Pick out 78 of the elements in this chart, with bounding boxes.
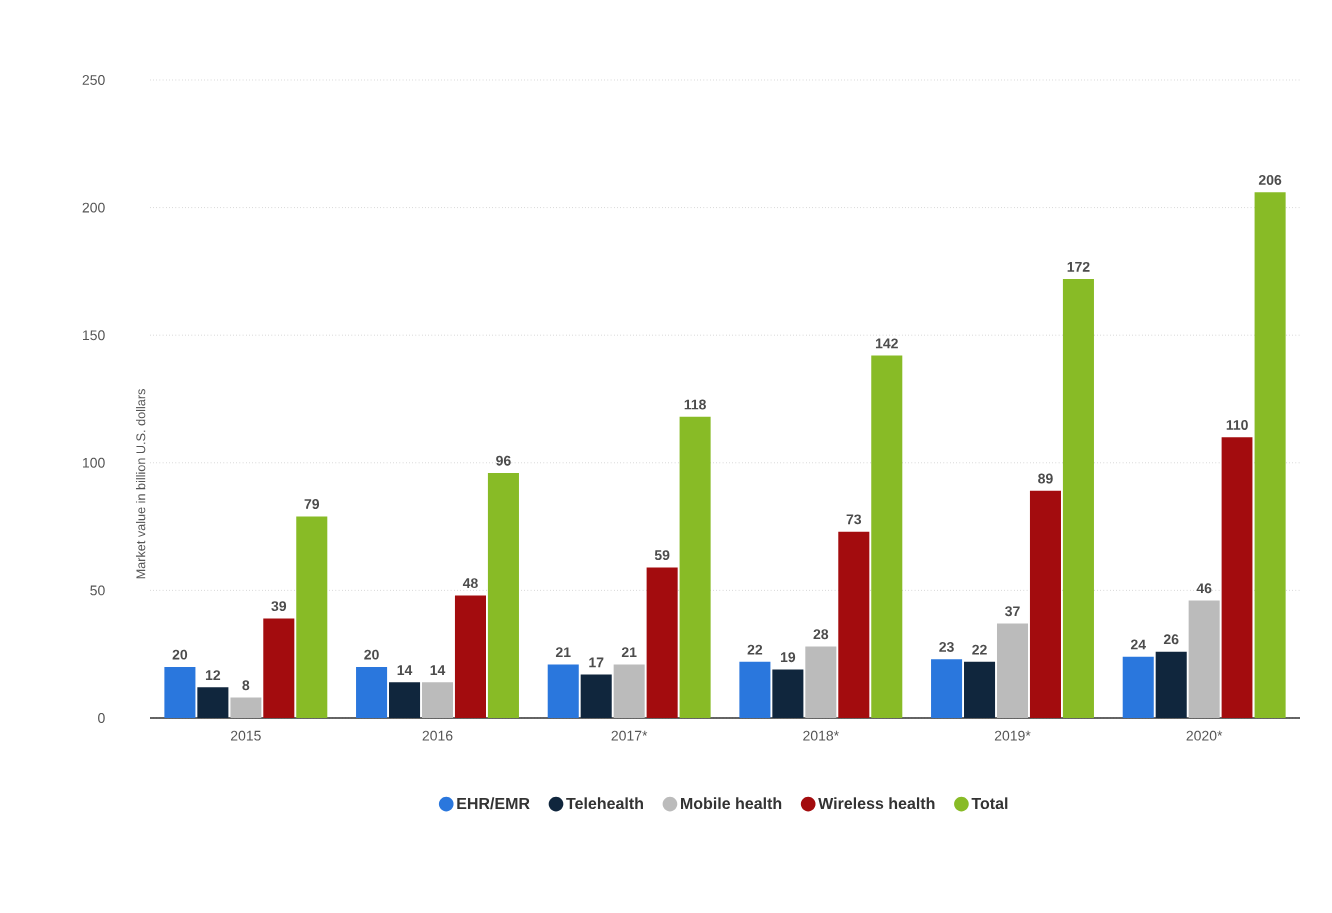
bar: [805, 646, 837, 718]
data-label: 19: [780, 652, 796, 663]
data-label: 26: [1163, 634, 1179, 645]
data-label: 59: [654, 550, 670, 561]
data-label: 12: [205, 670, 221, 680]
data-label: 17: [589, 657, 604, 668]
data-label: 39: [271, 601, 287, 612]
y-tick-label: 100: [83, 457, 105, 468]
legend-label: EHR/EMR: [457, 797, 530, 810]
bar: [580, 674, 612, 718]
bar: [838, 531, 870, 718]
legend-label: Telehealth: [566, 797, 643, 810]
bar: [1062, 279, 1094, 718]
bar: [679, 416, 711, 718]
data-label: 73: [846, 514, 862, 525]
data-label: 21: [555, 647, 571, 658]
data-label: 79: [304, 499, 320, 510]
x-tick-label: 2017*: [611, 730, 648, 741]
bar: [931, 659, 963, 718]
bar: [296, 516, 328, 718]
x-tick-label: 2015: [230, 730, 261, 741]
bar: [197, 687, 229, 718]
data-label: 46: [1196, 583, 1212, 594]
bar: [739, 661, 771, 718]
data-label: 14: [430, 665, 446, 675]
x-tick-label: 2016: [422, 730, 453, 741]
data-label: 8: [242, 680, 250, 691]
data-label: 142: [875, 338, 898, 349]
bar: [356, 666, 388, 718]
data-label: 22: [972, 644, 987, 655]
data-label: 23: [939, 641, 954, 652]
bar: [1188, 600, 1220, 718]
data-label: 37: [1005, 606, 1020, 617]
bar: [1254, 192, 1286, 718]
data-label: 48: [462, 578, 478, 589]
bar: [263, 618, 295, 718]
data-label: 14: [397, 665, 413, 675]
bar: [613, 664, 645, 718]
bar: [1221, 437, 1253, 718]
y-tick-label: 50: [90, 585, 105, 596]
data-label: 172: [1067, 261, 1090, 272]
bar: [646, 567, 678, 718]
x-tick-label: 2020*: [1186, 730, 1223, 741]
bar: [230, 697, 262, 718]
y-tick-label: 200: [82, 202, 105, 213]
y-tick-label: 0: [98, 713, 105, 723]
y-tick-label: 250: [82, 75, 105, 85]
legend-label: Wireless health: [818, 797, 935, 810]
data-label: 20: [364, 649, 379, 660]
bar: [421, 682, 454, 718]
data-label: 20: [172, 649, 188, 660]
bar: [547, 664, 579, 718]
bar: [389, 682, 421, 718]
y-axis-title: Market value in billion U.S. dollars: [135, 389, 146, 579]
bar: [772, 669, 804, 718]
x-tick-label: 2018*: [803, 730, 839, 741]
data-label: 110: [1226, 419, 1248, 430]
y-tick-label: 150: [83, 330, 105, 341]
legend-label: Total: [971, 797, 1008, 810]
data-label: 89: [1038, 473, 1053, 484]
bar: [1122, 656, 1154, 718]
bar: [996, 623, 1029, 718]
bar: [1029, 490, 1061, 718]
bar: [164, 666, 196, 718]
data-label: 206: [1258, 175, 1282, 185]
data-label: 118: [684, 399, 706, 410]
data-label: 21: [621, 647, 637, 658]
data-label: 28: [813, 629, 829, 640]
bar: [964, 661, 996, 718]
bar: [1155, 651, 1187, 718]
bar: [454, 595, 486, 718]
x-tick-label: 2019*: [994, 730, 1031, 741]
data-label: 96: [496, 455, 511, 466]
legend-label: Mobile health: [681, 797, 782, 810]
data-label: 22: [747, 644, 763, 655]
data-label: 24: [1130, 639, 1146, 650]
bar: [871, 355, 903, 718]
bar: [487, 472, 519, 718]
